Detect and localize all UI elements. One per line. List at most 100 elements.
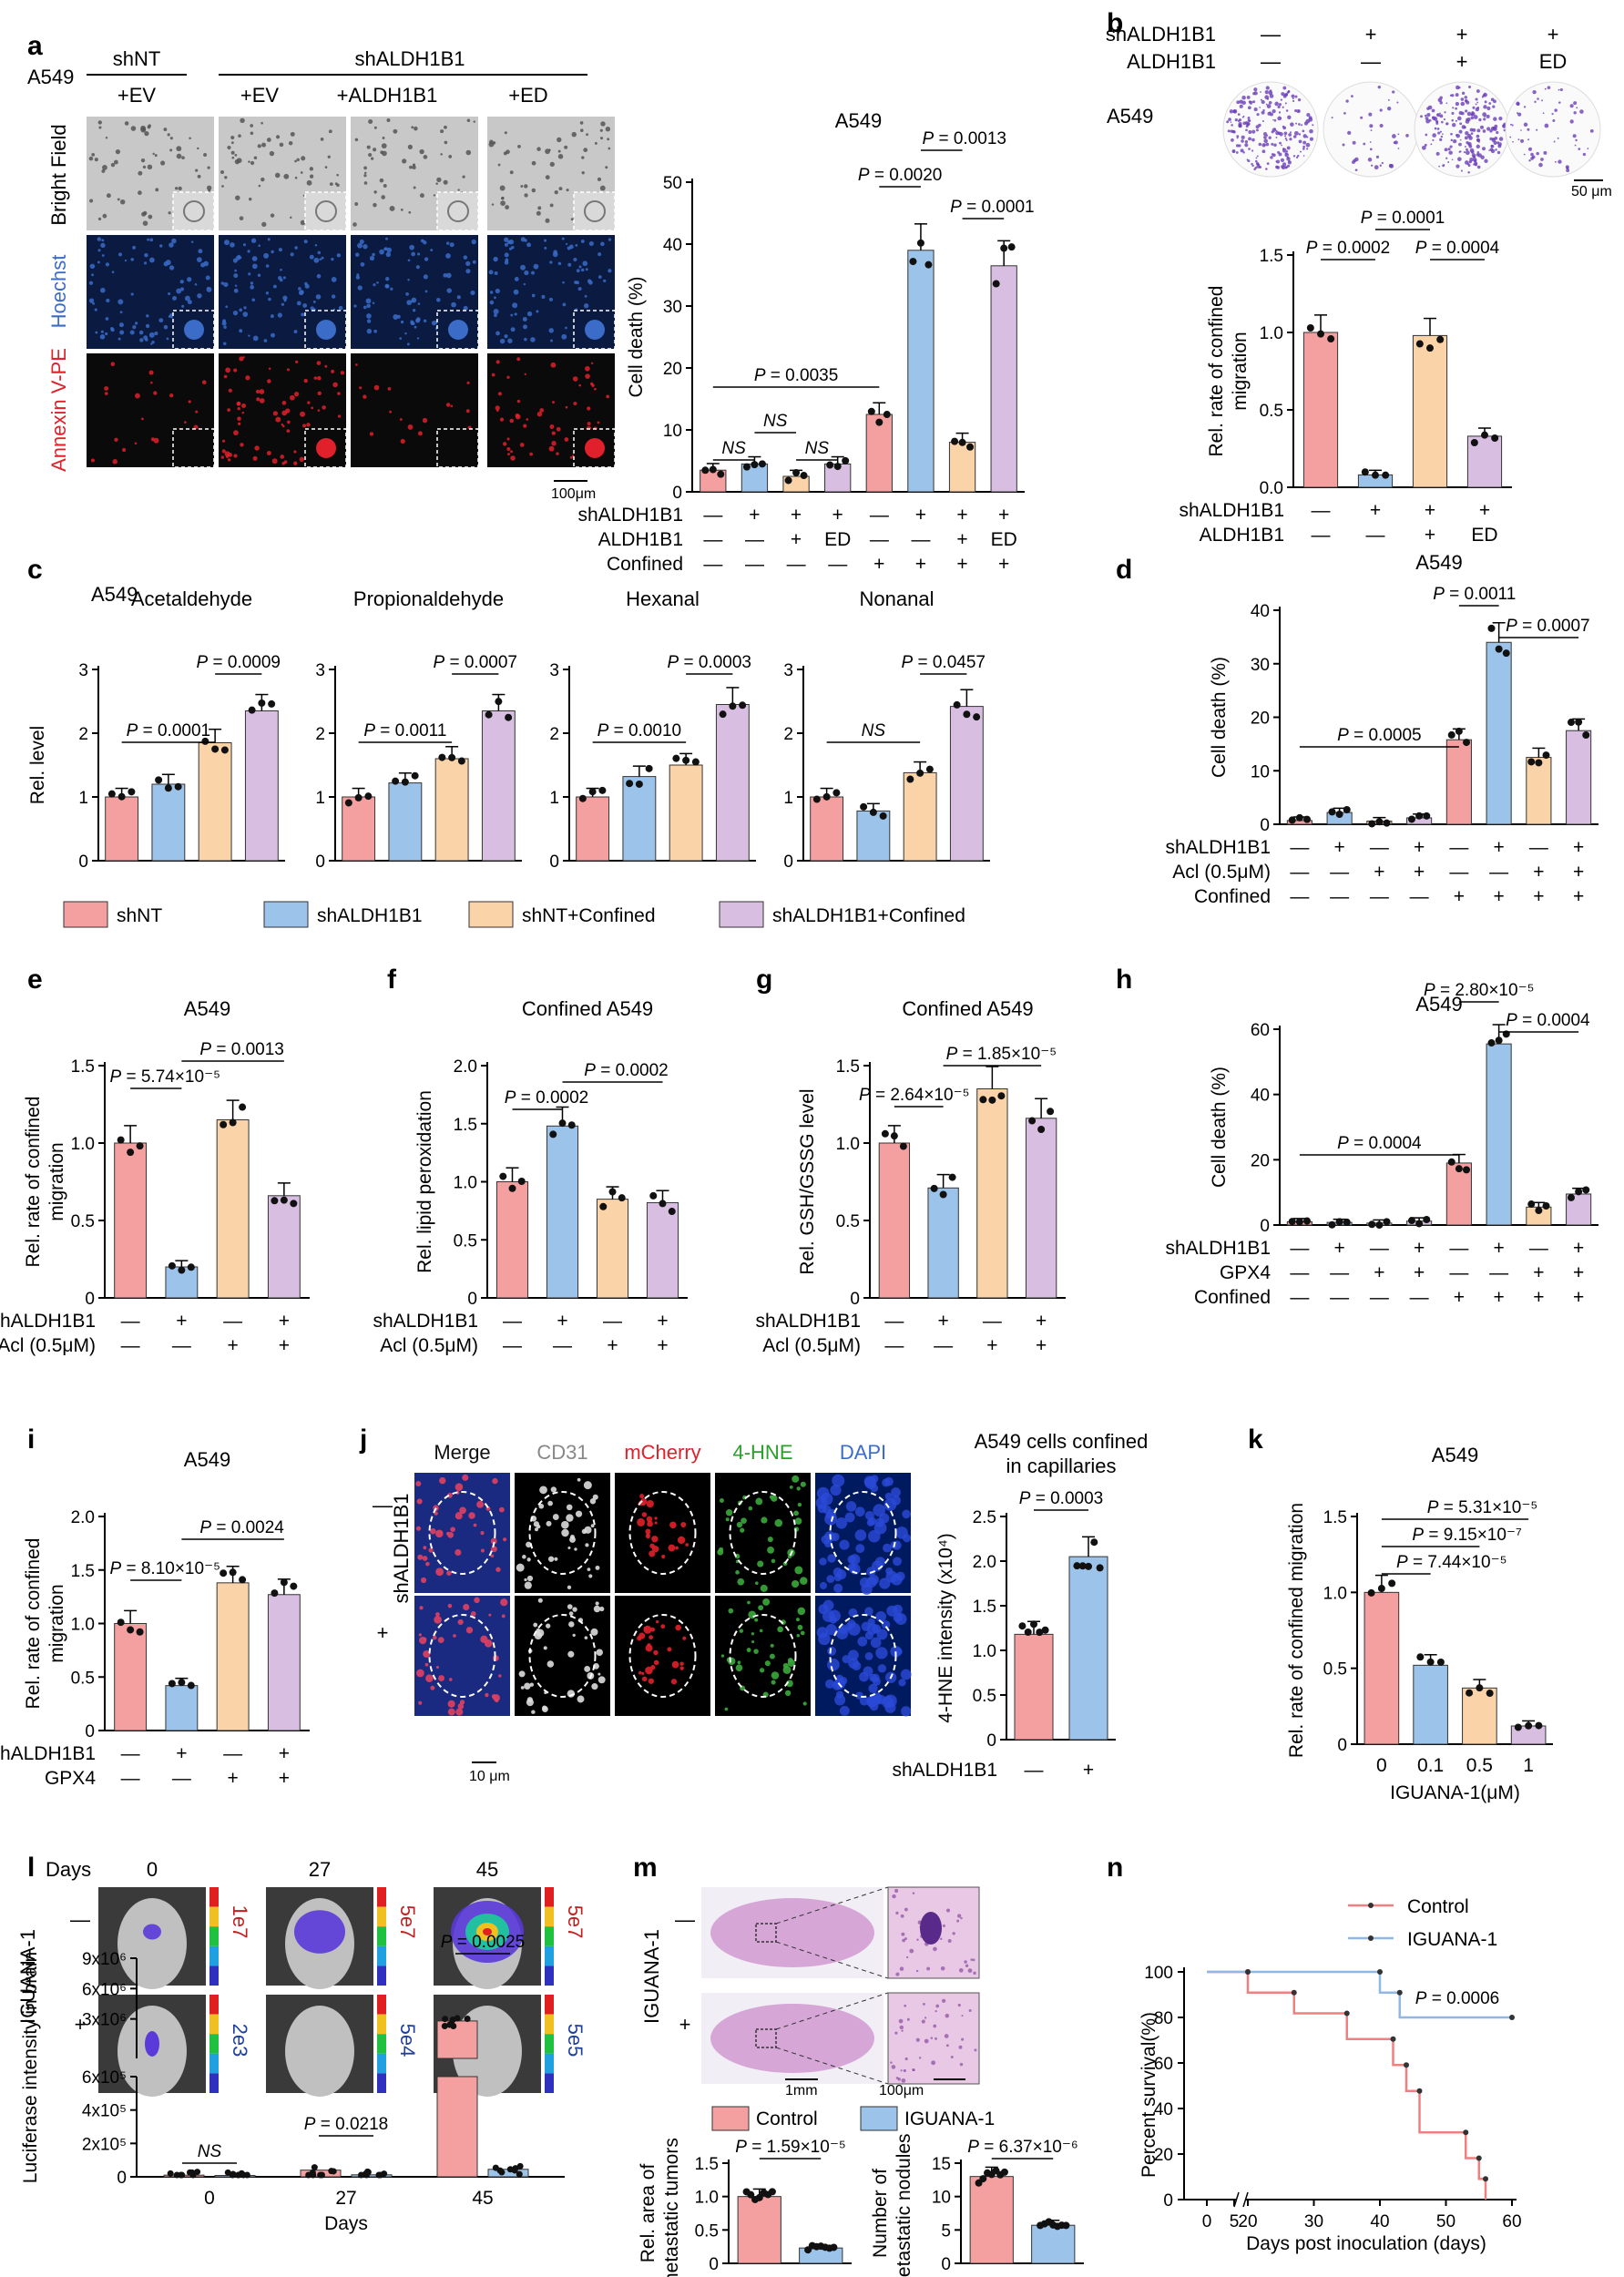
p-value-label: P = 0.0004 bbox=[1506, 1011, 1590, 1030]
inset-box bbox=[436, 191, 479, 231]
cell-dot bbox=[400, 320, 404, 324]
signal-spot bbox=[818, 1632, 831, 1646]
stained-cell bbox=[1368, 112, 1373, 117]
y-tick-label: 20 bbox=[1251, 710, 1270, 729]
cell-dot bbox=[507, 338, 513, 343]
data-point bbox=[442, 2016, 449, 2023]
signal-spot bbox=[865, 1577, 877, 1588]
cell-dot bbox=[586, 133, 589, 137]
stained-cell bbox=[1273, 143, 1277, 147]
stained-cell bbox=[1252, 100, 1256, 104]
condition-row-label: Confined bbox=[607, 554, 683, 575]
cell-dot bbox=[557, 154, 564, 159]
signal-spot bbox=[879, 1578, 891, 1589]
legend-marker bbox=[1368, 1935, 1374, 1941]
signal-spot bbox=[476, 1500, 485, 1508]
colorbar-segment bbox=[545, 1887, 554, 1907]
stained-cell bbox=[1343, 111, 1346, 115]
colorbar-segment bbox=[377, 2073, 386, 2093]
cell-dot bbox=[445, 241, 450, 245]
stained-cell bbox=[1430, 143, 1433, 146]
cell-dot bbox=[363, 394, 367, 399]
cell-dot bbox=[446, 288, 452, 293]
x-tick-label: 50 bbox=[1436, 2212, 1455, 2231]
cell-dot bbox=[499, 417, 505, 422]
cell-dot bbox=[220, 455, 225, 459]
stained-cell bbox=[1472, 106, 1476, 109]
row-label-hoechst: Hoechst bbox=[47, 255, 70, 329]
stained-cell bbox=[1478, 141, 1480, 143]
signal-spot bbox=[682, 1636, 687, 1640]
signal-spot bbox=[524, 1578, 527, 1582]
data-point bbox=[1288, 816, 1296, 824]
cell-dot bbox=[363, 171, 367, 175]
cell-dot bbox=[100, 330, 104, 333]
signal-spot bbox=[792, 1475, 800, 1483]
cell-dot bbox=[142, 165, 147, 169]
cell-dot bbox=[338, 305, 343, 311]
cell-dot bbox=[594, 387, 597, 391]
cell-dot bbox=[272, 284, 277, 289]
cell-dot bbox=[516, 357, 521, 362]
p-value-label: P = 0.0013 bbox=[199, 1040, 283, 1059]
condition-mark: — bbox=[1370, 1287, 1389, 1308]
cell-dot bbox=[196, 257, 202, 262]
cell-dot bbox=[373, 329, 378, 333]
condition-mark: + bbox=[749, 505, 760, 526]
stained-cell bbox=[1248, 137, 1251, 141]
cell-dot bbox=[241, 411, 245, 414]
stained-cell bbox=[1451, 94, 1455, 97]
data-point bbox=[187, 1263, 195, 1271]
stained-cell bbox=[1283, 131, 1288, 136]
stained-cell bbox=[1443, 164, 1445, 166]
cell-dot bbox=[220, 169, 225, 175]
stained-cell bbox=[1342, 143, 1345, 147]
stained-cell bbox=[1305, 118, 1311, 124]
bar bbox=[1302, 332, 1339, 488]
cell-dot bbox=[334, 182, 338, 186]
signal-spot bbox=[891, 1487, 901, 1497]
cell-dot bbox=[242, 311, 249, 317]
cell-dot bbox=[489, 291, 494, 294]
cell-dot bbox=[411, 251, 415, 257]
panel-l-row-mark-1: — bbox=[70, 1908, 90, 1931]
data-point bbox=[1535, 1207, 1543, 1215]
stained-cell bbox=[1490, 148, 1496, 154]
cell-dot bbox=[97, 237, 102, 241]
stained-cell bbox=[1470, 116, 1475, 120]
cell-dot bbox=[236, 401, 241, 406]
cell-dot bbox=[268, 367, 271, 371]
b-header-mark: + bbox=[1547, 23, 1559, 46]
cell-dot bbox=[419, 193, 424, 199]
bar bbox=[646, 1201, 679, 1299]
p-value-label: P = 0.0009 bbox=[197, 653, 281, 672]
signal-spot bbox=[649, 1550, 656, 1557]
cell-dot bbox=[598, 252, 602, 257]
cell-dot bbox=[360, 261, 365, 267]
p-value-label: NS bbox=[763, 412, 788, 431]
data-point bbox=[411, 771, 419, 780]
cell-dot bbox=[155, 188, 159, 192]
stained-cell bbox=[1397, 133, 1400, 136]
y-tick-label: 1.5 bbox=[973, 1598, 996, 1617]
data-point bbox=[1377, 1585, 1385, 1593]
chart-title: A549 bbox=[184, 1448, 230, 1471]
data-point bbox=[1090, 1538, 1098, 1547]
cell-dot bbox=[91, 273, 95, 277]
colorbar-segment bbox=[545, 2073, 554, 2093]
stained-cell bbox=[1265, 168, 1268, 170]
stained-cell bbox=[1488, 149, 1490, 151]
cell-dot bbox=[366, 145, 371, 149]
cell-dot bbox=[283, 173, 290, 179]
stained-cell bbox=[1253, 91, 1258, 96]
cell-dot bbox=[445, 272, 452, 279]
cell-dot bbox=[265, 291, 270, 295]
b-header-mark: — bbox=[1261, 50, 1281, 73]
data-point bbox=[1303, 815, 1312, 823]
signal-spot bbox=[490, 1546, 497, 1553]
data-point bbox=[187, 1681, 195, 1690]
cell-dot bbox=[106, 193, 111, 199]
signal-spot bbox=[826, 1575, 835, 1584]
data-point bbox=[271, 1197, 279, 1205]
